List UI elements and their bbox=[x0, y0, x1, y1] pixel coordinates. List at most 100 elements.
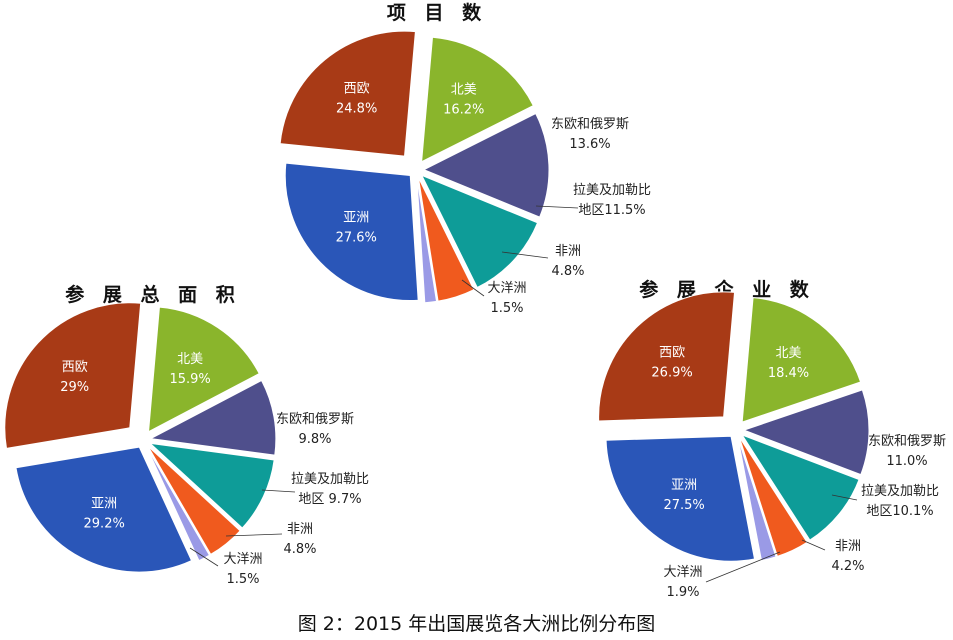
slice-label: 西欧 26.9% bbox=[651, 345, 692, 380]
slice-label: 东欧和俄罗斯 13.6% bbox=[551, 117, 629, 152]
pie-slice-eastern-europe-russia bbox=[422, 112, 550, 218]
pie-slice-asia bbox=[605, 435, 756, 562]
slice-label-line: 亚洲 bbox=[671, 478, 697, 493]
pie-slice-latin-america bbox=[420, 174, 539, 289]
pie-slice-western-europe bbox=[598, 291, 736, 422]
slice-label: 北美 16.2% bbox=[443, 83, 484, 118]
slice-label-line: 北美 bbox=[775, 346, 801, 361]
pie-slice-north-america bbox=[147, 306, 260, 433]
slice-label: 非洲 4.2% bbox=[831, 539, 864, 574]
pie-slice-eastern-europe-russia bbox=[742, 389, 870, 476]
chart-title: 参 展 总 面 积 bbox=[65, 283, 240, 306]
leader-line bbox=[189, 547, 219, 567]
slice-label-line: 4.8% bbox=[283, 542, 316, 557]
slice-label: 亚洲 27.5% bbox=[663, 478, 704, 513]
pie-slice-oceania bbox=[737, 437, 777, 562]
leader-line bbox=[535, 205, 579, 209]
slice-label-line: 地区 9.7% bbox=[298, 492, 361, 507]
slice-label-line: 24.8% bbox=[336, 101, 377, 116]
slice-label: 东欧和俄罗斯 9.8% bbox=[276, 412, 354, 447]
slice-label-line: 9.8% bbox=[298, 432, 331, 447]
slice-label-line: 13.6% bbox=[569, 137, 610, 152]
slice-label-line: 非洲 bbox=[555, 244, 581, 259]
pie-slice-eastern-europe-russia bbox=[149, 379, 277, 456]
slice-label-line: 拉美及加勒比 bbox=[573, 183, 651, 198]
slice-label: 拉美及加勒比地区 9.7% bbox=[291, 472, 369, 507]
slice-label: 亚洲 27.6% bbox=[336, 211, 377, 246]
slice-label-line: 东欧和俄罗斯 bbox=[551, 117, 629, 132]
pie-slice-latin-america bbox=[148, 442, 275, 529]
slice-label-line: 西欧 bbox=[659, 345, 685, 360]
leader-line bbox=[705, 551, 781, 583]
pie-slice-oceania bbox=[416, 177, 438, 304]
leader-line bbox=[801, 539, 826, 551]
pie-slice-asia bbox=[15, 446, 193, 573]
slice-label: 西欧 29% bbox=[60, 360, 89, 395]
slice-label: 拉美及加勒比地区11.5% bbox=[573, 183, 651, 218]
slice-label: 北美 15.9% bbox=[169, 352, 210, 387]
pie-slice-asia bbox=[284, 162, 419, 302]
pie-chart-3: 参 展 企 业 数北美 18.4% 东欧和俄罗斯 11.0% 拉美及加勒比地区10.1%… bbox=[598, 278, 946, 600]
slice-label-line: 27.5% bbox=[663, 498, 704, 513]
pie-slice-africa bbox=[147, 445, 241, 556]
figure-caption: 图 2：2015 年出国展览各大洲比例分布图 bbox=[297, 613, 656, 635]
slice-label-line: 拉美及加勒比 bbox=[861, 484, 939, 499]
slice-label-line: 16.2% bbox=[443, 103, 484, 118]
slice-label-line: 4.8% bbox=[551, 264, 584, 279]
slice-label-line: 大洋洲 bbox=[223, 552, 262, 567]
chart-title: 参 展 企 业 数 bbox=[639, 278, 814, 301]
slice-label: 北美 18.4% bbox=[768, 346, 809, 381]
leader-line bbox=[461, 279, 485, 297]
slice-label: 亚洲 29.2% bbox=[84, 496, 125, 531]
slice-label-line: 29% bbox=[60, 380, 89, 395]
slice-label-line: 大洋洲 bbox=[663, 565, 702, 580]
slice-label-line: 非洲 bbox=[835, 539, 861, 554]
slice-label-line: 11.0% bbox=[886, 454, 927, 469]
slice-label: 西欧 24.8% bbox=[336, 81, 377, 116]
slice-label: 大洋洲 1.9% bbox=[663, 565, 702, 600]
slice-label-line: 地区11.5% bbox=[578, 203, 645, 218]
leader-line bbox=[501, 251, 549, 259]
slice-label-line: 18.4% bbox=[768, 366, 809, 381]
slice-label-line: 1.9% bbox=[666, 585, 699, 600]
slice-label-line: 26.9% bbox=[651, 365, 692, 380]
slice-label-line: 地区10.1% bbox=[866, 504, 933, 519]
slice-label-line: 27.6% bbox=[336, 231, 377, 246]
slice-label-line: 非洲 bbox=[287, 522, 313, 537]
slice-label: 东欧和俄罗斯 11.0% bbox=[868, 434, 946, 469]
slice-label-line: 北美 bbox=[451, 83, 477, 98]
pie-chart-1: 项 目 数北美 16.2% 东欧和俄罗斯 13.6% 拉美及加勒比地区11.5% 非洲 4.… bbox=[279, 1, 651, 316]
pie-slice-latin-america bbox=[740, 434, 860, 541]
slice-label-line: 亚洲 bbox=[91, 496, 117, 511]
pie-slice-africa bbox=[417, 177, 475, 302]
slice-label: 大洋洲 1.5% bbox=[223, 552, 262, 587]
slice-label-line: 西欧 bbox=[344, 81, 370, 96]
pie-slice-north-america bbox=[421, 36, 534, 163]
pie-chart-2: 参 展 总 面 积北美 15.9% 东欧和俄罗斯 9.8% 拉美及加勒比地区 9.7% 非… bbox=[4, 283, 369, 587]
slice-label-line: 西欧 bbox=[62, 360, 88, 375]
slice-label-line: 15.9% bbox=[169, 372, 210, 387]
slice-label: 大洋洲 1.5% bbox=[487, 281, 526, 316]
slice-label-line: 拉美及加勒比 bbox=[291, 472, 369, 487]
slice-label-line: 东欧和俄罗斯 bbox=[276, 412, 354, 427]
slice-label: 拉美及加勒比地区10.1% bbox=[861, 484, 939, 519]
slice-label-line: 东欧和俄罗斯 bbox=[868, 434, 946, 449]
slice-label-line: 大洋洲 bbox=[487, 281, 526, 296]
slice-label-line: 北美 bbox=[177, 352, 203, 367]
leader-line bbox=[225, 533, 283, 537]
leader-line bbox=[261, 489, 296, 493]
slice-label-line: 29.2% bbox=[84, 516, 125, 531]
pie-slice-oceania bbox=[146, 446, 211, 562]
pie-slice-western-europe bbox=[4, 302, 142, 449]
leader-line bbox=[831, 494, 858, 501]
slice-label-line: 1.5% bbox=[490, 301, 523, 316]
slice-label: 非洲 4.8% bbox=[551, 244, 584, 279]
slice-label-line: 亚洲 bbox=[343, 211, 369, 226]
slice-label-line: 4.2% bbox=[831, 559, 864, 574]
chart-title: 项 目 数 bbox=[387, 1, 487, 24]
slice-label: 非洲 4.8% bbox=[283, 522, 316, 557]
slice-label-line: 1.5% bbox=[226, 572, 259, 587]
pie-slice-western-europe bbox=[279, 30, 416, 157]
pie-slice-north-america bbox=[741, 297, 862, 423]
